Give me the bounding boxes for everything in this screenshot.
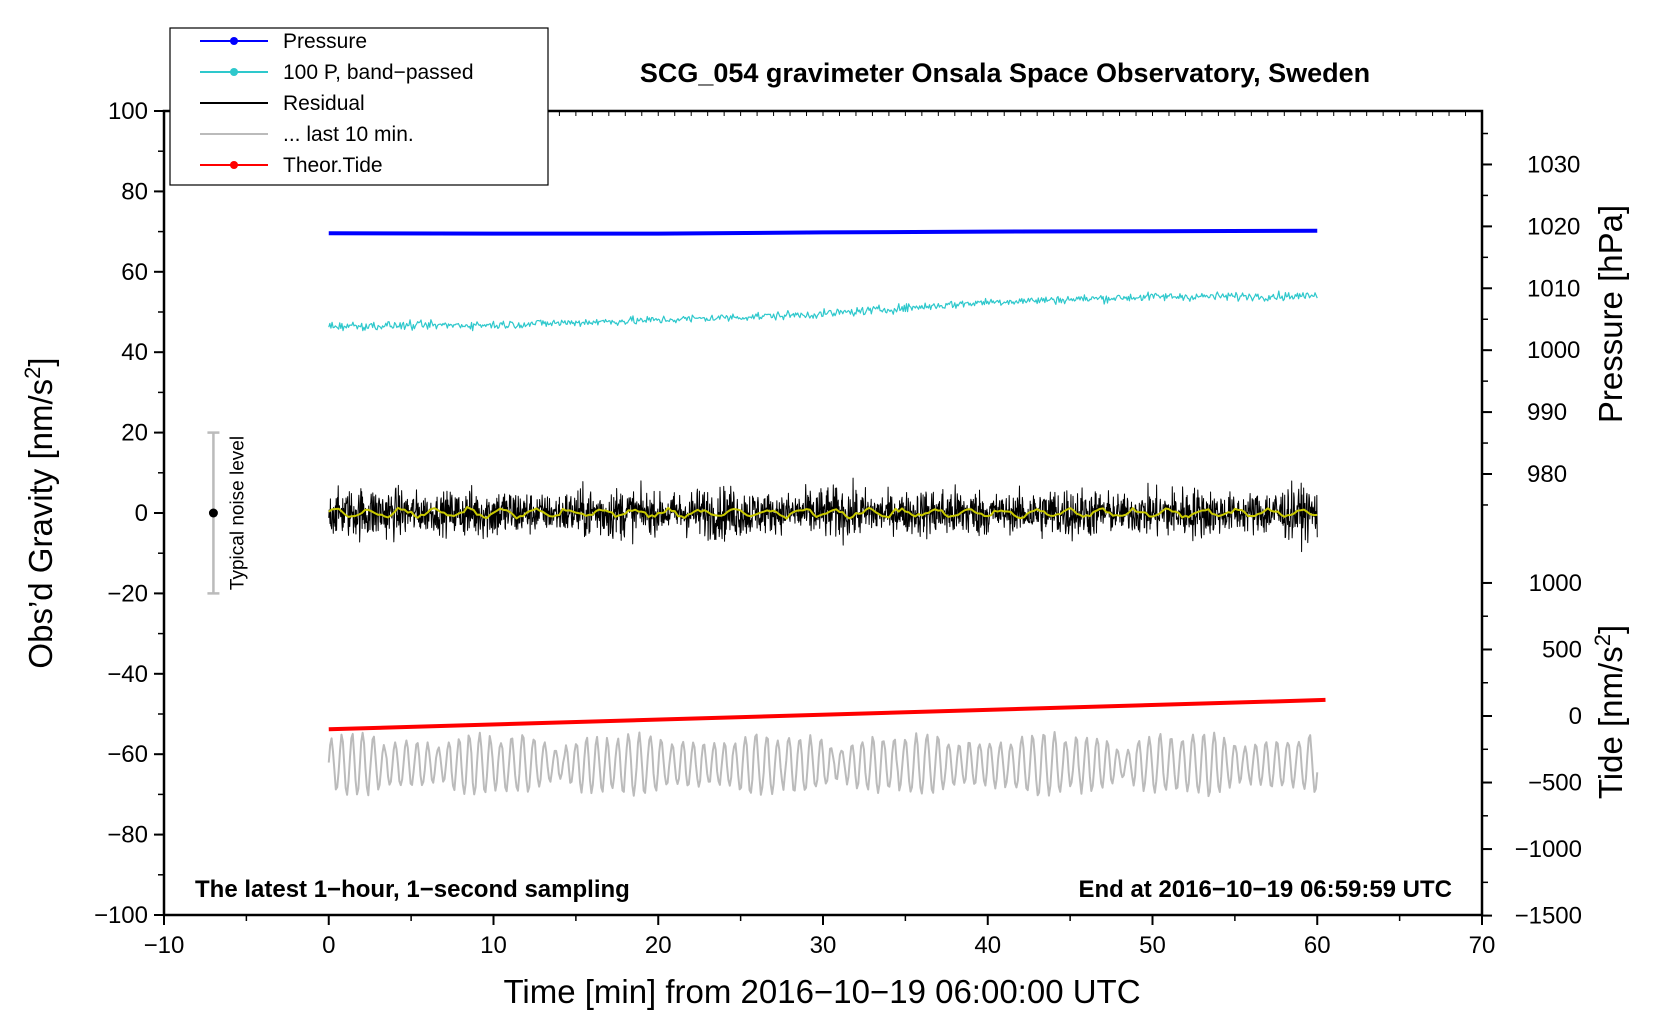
x-tick-label: 0: [322, 932, 335, 959]
legend-marker: [230, 37, 238, 45]
x-tick-label: 50: [1139, 932, 1166, 959]
tide-tick-label: 500: [1542, 636, 1582, 663]
y-tick-label: 0: [135, 500, 148, 527]
bottom-right-note: End at 2016−10−19 06:59:59 UTC: [1078, 876, 1452, 903]
pressure-tick-label: 1010: [1527, 275, 1580, 302]
y-tick-label: 40: [121, 339, 148, 366]
x-tick-label: 10: [480, 932, 507, 959]
y-axis-title-sup: 2: [20, 367, 45, 379]
series-residual: [328, 477, 1318, 553]
y-tick-label: −80: [107, 822, 148, 849]
series-last-10-min: [327, 730, 1319, 798]
y-axis-title-main: Obs’d Gravity [nm/s: [22, 379, 59, 669]
tide-axis-title-main: Tide [nm/s: [1592, 646, 1629, 799]
legend: Pressure 100 P, band−passed Residual ... la…: [200, 30, 474, 177]
y-tick-label: −60: [107, 741, 148, 768]
series-layer: [327, 228, 1326, 798]
noise-center-dot: [208, 508, 218, 518]
y-tick-label: 100: [108, 98, 148, 125]
pressure-axis-title: Pressure [hPa]: [1592, 205, 1629, 423]
tide-tick-label: −1000: [1515, 836, 1582, 863]
series-residual-smoothed: [328, 506, 1318, 520]
x-tick-label: 40: [974, 932, 1001, 959]
noise-label: Typical noise level: [227, 436, 248, 590]
y-tick-label: −20: [107, 580, 148, 607]
legend-marker: [230, 68, 238, 76]
pressure-tick-label: 980: [1527, 461, 1567, 488]
chart-title: SCG_054 gravimeter Onsala Space Observat…: [640, 58, 1370, 88]
legend-marker: [230, 161, 238, 169]
tide-tick-label: −1500: [1515, 903, 1582, 930]
legend-label: Pressure: [283, 30, 367, 53]
legend-label: 100 P, band−passed: [283, 61, 474, 84]
legend-label: Theor.Tide: [283, 154, 383, 177]
ticks-layer: [154, 110, 1492, 925]
y-axis-title-end: ]: [22, 357, 59, 366]
legend-label: Residual: [283, 92, 365, 115]
x-axis-title: Time [min] from 2016−10−19 06:00:00 UTC: [503, 973, 1140, 1010]
x-tick-label: 70: [1469, 932, 1496, 959]
series-band-passed: [328, 290, 1318, 332]
labels-layer: −10 0 10 20 30 40 50 60 70100806040200−20−40−60−…: [94, 98, 1582, 959]
legend-label: ... last 10 min.: [283, 123, 414, 146]
tide-tick-label: 1000: [1529, 570, 1582, 597]
y-tick-label: −100: [94, 902, 148, 929]
tide-axis-title-sup: 2: [1590, 634, 1615, 646]
tide-tick-label: 0: [1569, 703, 1582, 730]
series-theor-tide: [328, 697, 1326, 732]
x-tick-label: −10: [144, 932, 185, 959]
legend-box: [169, 27, 549, 186]
tide-axis-title: Tide [nm/s2]: [1590, 625, 1629, 799]
y-axis-title: Obs’d Gravity [nm/s2]: [20, 357, 59, 668]
pressure-tick-label: 1020: [1527, 213, 1580, 240]
noise-indicator: Typical noise level: [207, 431, 248, 595]
x-tick-label: 60: [1304, 932, 1331, 959]
y-tick-label: −40: [107, 661, 148, 688]
y-tick-label: 80: [121, 178, 148, 205]
pressure-tick-label: 1000: [1527, 337, 1580, 364]
y-tick-label: 60: [121, 259, 148, 286]
y-tick-label: 20: [121, 420, 148, 447]
pressure-tick-label: 990: [1527, 399, 1567, 426]
x-tick-label: 20: [645, 932, 672, 959]
tide-axis-title-end: ]: [1592, 625, 1629, 634]
x-tick-label: 30: [810, 932, 837, 959]
series-pressure: [328, 228, 1318, 236]
bottom-left-note: The latest 1−hour, 1−second sampling: [195, 876, 630, 903]
pressure-tick-label: 1030: [1527, 151, 1580, 178]
tide-tick-label: −500: [1528, 770, 1582, 797]
